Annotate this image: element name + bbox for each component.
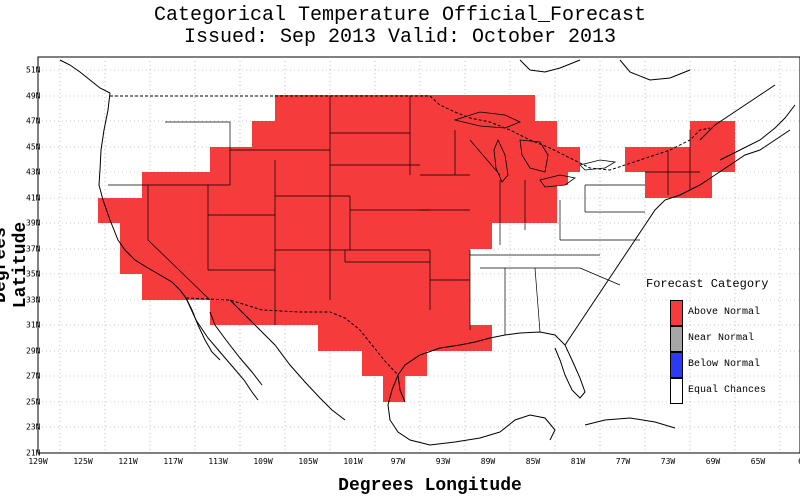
legend-swatch — [670, 352, 683, 378]
x-tick-label: 101W — [343, 457, 363, 466]
legend-item-near-normal: Near Normal — [670, 326, 800, 352]
x-tick-label: 113W — [208, 457, 228, 466]
x-tick-label: 109W — [253, 457, 273, 466]
y-tick-label: 29N — [26, 346, 41, 355]
x-tick-label: 69W — [705, 457, 721, 466]
y-tick-label: 47N — [26, 116, 41, 126]
y-tick-label: 35N — [26, 269, 41, 279]
map-subtitle: Issued: Sep 2013 Valid: October 2013 — [183, 26, 617, 49]
y-tick-label: 43N — [26, 167, 41, 177]
y-tick-label: 21N — [26, 448, 41, 457]
x-tick-label: 121W — [118, 457, 138, 466]
x-tick-label: 81W — [570, 457, 586, 466]
x-tick-label: 89W — [480, 457, 496, 466]
y-tick-label: 31N — [26, 320, 41, 330]
legend-title: Forecast Category — [646, 277, 769, 291]
y-tick-label: 45N — [26, 142, 41, 151]
x-tick-label: 77W — [615, 457, 631, 466]
legend-label: Below Normal — [688, 359, 761, 370]
y-tick-label: 41N — [26, 193, 41, 202]
legend-item-below-normal: Below Normal — [670, 352, 800, 378]
x-tick-label: 85W — [525, 457, 541, 466]
y-tick-label: 25N — [26, 397, 41, 406]
x-tick-label: 97W — [390, 457, 406, 466]
above-normal-region-west-central — [98, 95, 580, 402]
y-tick-label: 33N — [26, 295, 41, 304]
legend-label: Near Normal — [688, 333, 755, 344]
legend-swatch — [670, 326, 683, 352]
great-lakes — [453, 111, 617, 188]
legend-label: Above Normal — [688, 307, 761, 318]
x-tick-label: 125W — [73, 457, 93, 466]
x-tick-label: 105W — [298, 457, 318, 466]
x-axis-label: Degrees Longitude — [338, 476, 522, 496]
x-tick-label: 73W — [660, 457, 676, 466]
legend-swatch — [670, 300, 683, 326]
y-tick-label: 49N — [26, 91, 41, 100]
x-tick-label: 117W — [163, 457, 183, 466]
above-normal-region-northeast — [625, 121, 735, 198]
x-tick-label: 93W — [435, 457, 451, 466]
y-tick-label: 51N — [26, 65, 41, 75]
coastline-borders — [59, 59, 796, 446]
x-tick-label: 129W — [28, 457, 48, 466]
legend-item-equal-chances: Equal Chances — [670, 378, 800, 404]
legend-label: Equal Chances — [688, 385, 767, 396]
y-tick-label: 23N — [26, 422, 41, 432]
legend-swatch — [670, 378, 683, 404]
y-tick-label: 27N — [26, 371, 41, 381]
legend-item-above-normal: Above Normal — [670, 300, 800, 326]
y-tick-label: 37N — [26, 244, 41, 253]
state-borders — [108, 96, 700, 335]
y-tick-label: 39N — [26, 218, 41, 228]
x-tick-label: 65W — [750, 457, 766, 466]
map-title: Categorical Temperature Official_Forecas… — [153, 4, 647, 27]
x-tick-label: 61 — [798, 457, 800, 466]
